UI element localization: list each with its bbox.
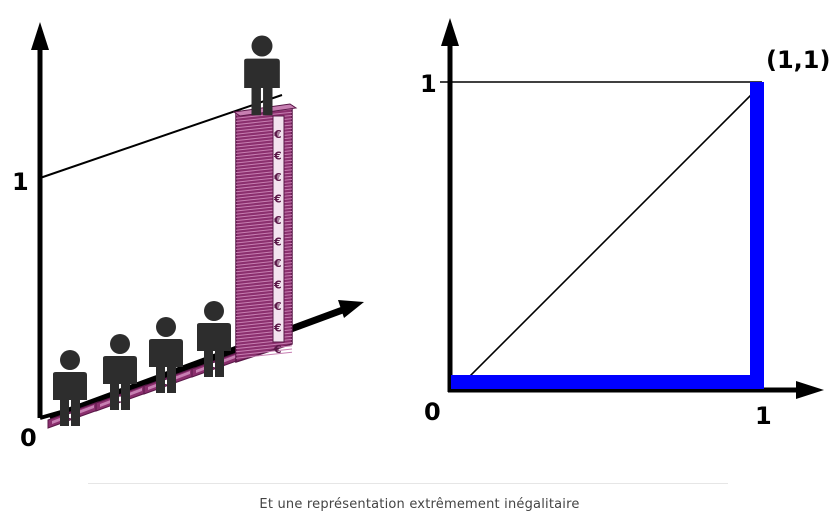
euro-symbol: € [273, 322, 282, 335]
left-reference-line [39, 94, 283, 179]
right-x-tick-label: 1 [755, 402, 772, 430]
person-icon [53, 350, 87, 426]
rich-person-icon [244, 35, 280, 116]
euro-symbol: € [273, 171, 282, 184]
right-figure: 1 0 1 (1,1) [420, 18, 830, 430]
left-x-axis-arrow [338, 300, 364, 318]
euro-symbol: € [273, 257, 282, 270]
left-y-tick-label: 1 [12, 168, 29, 196]
euro-symbol: € [273, 236, 282, 249]
euro-symbol: € [273, 193, 282, 206]
person-icon [103, 334, 137, 410]
right-origin-label: 0 [424, 398, 441, 426]
banknote-stack: € € € € € € € € € € € [232, 103, 298, 364]
euro-symbol: € [273, 279, 282, 292]
people-group [53, 35, 280, 426]
lorenz-curve [451, 82, 764, 389]
person-icon [197, 301, 231, 377]
left-x-axis [48, 304, 350, 422]
left-origin-label: 0 [20, 424, 37, 452]
euro-symbol: € [273, 300, 282, 313]
person-icon [149, 317, 183, 393]
figure-caption: Et une représentation extrêmement inégal… [259, 497, 580, 512]
right-y-axis-arrow [441, 18, 459, 46]
endpoint-label: (1,1) [766, 46, 830, 74]
right-y-tick-label: 1 [420, 70, 437, 98]
euro-symbol: € [273, 343, 282, 356]
left-figure: € € € € € € € € € € € 0 1 [12, 22, 364, 452]
inequality-illustration: € € € € € € € € € € € 0 1 1 0 1 (1,1) [12, 18, 830, 452]
euro-symbol: € [273, 128, 282, 141]
euro-symbol: € [273, 150, 282, 163]
euro-symbol: € [273, 214, 282, 227]
caption-divider [88, 483, 728, 484]
right-x-axis-arrow [796, 381, 824, 399]
left-y-axis-arrow [31, 22, 49, 50]
equality-diagonal [457, 85, 761, 389]
